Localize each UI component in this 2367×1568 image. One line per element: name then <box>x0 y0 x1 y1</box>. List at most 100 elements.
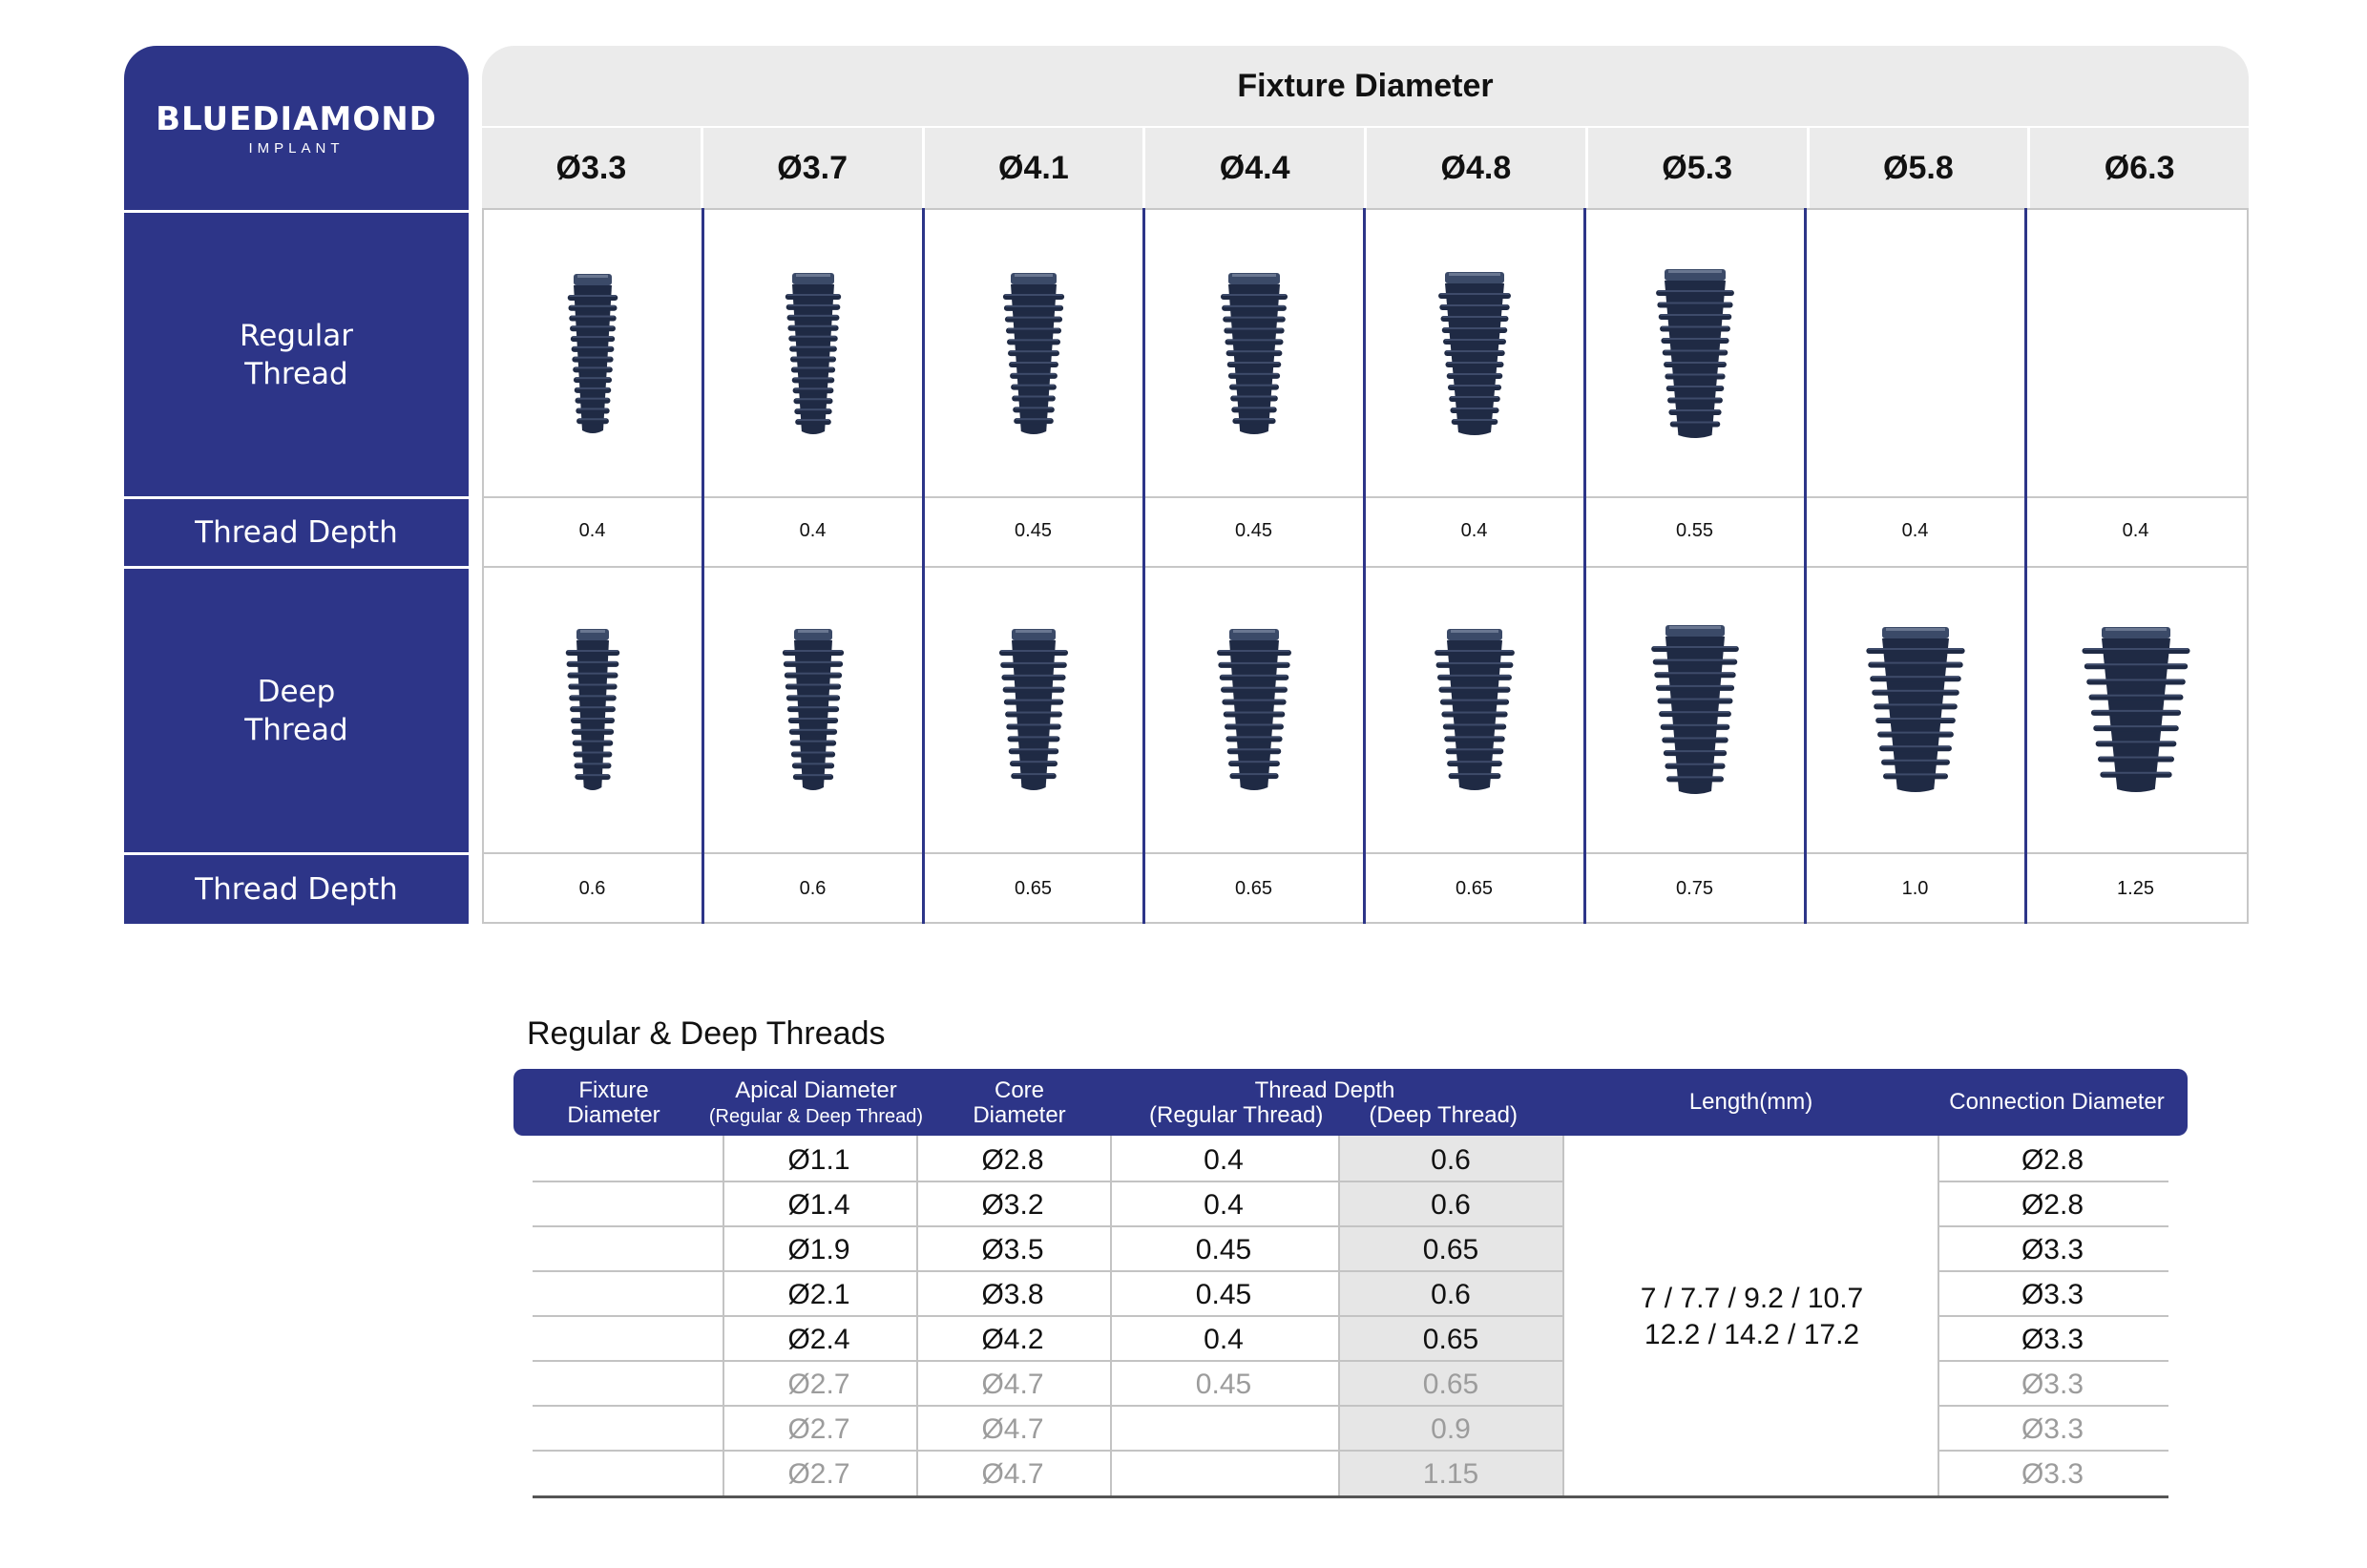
brand-sub: IMPLANT <box>248 139 345 157</box>
column-divider <box>1142 208 1145 924</box>
row-divider <box>533 1315 1564 1317</box>
length-values: 7 / 7.7 / 9.2 / 10.7 12.2 / 14.2 / 17.2 <box>1564 1281 1939 1353</box>
regular-thread-implant-image <box>1435 272 1514 443</box>
column-divider <box>702 208 704 924</box>
row-divider <box>1938 1360 2168 1362</box>
table-row: Ø2.7 Ø4.7 0.45 0.65 Ø3.3 <box>533 1362 2168 1407</box>
deep-thread-implant-image <box>1432 629 1518 798</box>
deep-thread-implant-image <box>1648 625 1742 802</box>
apical-cell: Ø2.7 <box>787 1368 850 1400</box>
column-divider <box>2024 208 2027 924</box>
fixture-diameter-header: Fixture Diameter <box>482 46 2249 126</box>
regular-cell <box>1111 1407 1336 1452</box>
core-cell: Ø2.8 <box>981 1143 1044 1176</box>
column-rule <box>1562 1136 1564 1496</box>
table-row: Ø2.1 Ø3.8 0.45 0.6 Ø3.3 <box>533 1272 2168 1317</box>
column-rule <box>1938 1136 1939 1496</box>
length-line-1: 7 / 7.7 / 9.2 / 10.7 <box>1640 1283 1864 1314</box>
regular-thread-depth-value: 0.4 <box>799 520 827 541</box>
row-label-regular-thread: Regular Thread <box>124 213 469 496</box>
deep-thread-implant-image <box>1214 629 1294 798</box>
deep-thread-depth-value: 0.65 <box>1015 878 1052 899</box>
apical-cell: Ø2.7 <box>787 1412 850 1445</box>
core-cell: Ø4.7 <box>981 1368 1044 1400</box>
column-rule <box>1110 1136 1112 1496</box>
core-cell: Ø3.8 <box>981 1278 1044 1310</box>
regular-thread-implant-image <box>1653 269 1737 446</box>
row-divider <box>1938 1405 2168 1407</box>
regular-thread-depth-value: 0.45 <box>1235 520 1272 541</box>
regular-cell: 0.4 <box>1204 1188 1244 1221</box>
table-row: Ø2.4 Ø4.2 0.4 0.65 Ø3.3 <box>533 1317 2168 1362</box>
header-regular-thread: (Regular Thread) <box>1149 1102 1324 1128</box>
regular-thread-implant-image <box>1218 273 1290 442</box>
connection-cell: Ø3.3 <box>2021 1412 2084 1445</box>
deep-cell: 0.6 <box>1431 1278 1471 1310</box>
core-cell: Ø3.2 <box>981 1188 1044 1221</box>
regular-thread-implant-image <box>565 274 620 441</box>
regular-thread-implant-image <box>1000 273 1067 442</box>
table-row: Ø2.7 Ø4.7 0.9 Ø3.3 <box>533 1407 2168 1452</box>
core-cell: Ø4.7 <box>981 1457 1044 1490</box>
row-divider <box>1938 1270 2168 1272</box>
apical-cell: Ø1.4 <box>787 1188 850 1221</box>
header-core-diameter: Core Diameter <box>973 1077 1066 1128</box>
deep-cell: 0.9 <box>1431 1412 1471 1445</box>
column-rule <box>723 1136 724 1496</box>
row-divider <box>1938 1450 2168 1452</box>
connection-cell: Ø2.8 <box>2021 1188 2084 1221</box>
table-row: Ø2.7 Ø4.7 1.15 Ø3.3 <box>533 1452 2168 1496</box>
deep-cell: 1.15 <box>1422 1457 1479 1490</box>
column-divider <box>1583 208 1586 924</box>
connection-cell: Ø3.3 <box>2021 1368 2084 1400</box>
apical-cell: Ø2.7 <box>787 1457 850 1490</box>
regular-thread-depth-value: 0.4 <box>578 520 606 541</box>
regular-thread-depth-value: 0.55 <box>1676 520 1713 541</box>
brand-name: BLUEDIAMOND <box>156 99 437 138</box>
regular-cell: 0.45 <box>1195 1368 1252 1400</box>
table-bottom-rule <box>533 1495 2168 1498</box>
deep-cell: 0.6 <box>1431 1143 1471 1176</box>
column-rule <box>1338 1136 1340 1496</box>
deep-thread-depth-value: 0.65 <box>1235 878 1272 899</box>
row-divider <box>533 1405 1564 1407</box>
header-apical-sub: (Regular & Deep Thread) <box>708 1106 924 1127</box>
connection-cell: Ø3.3 <box>2021 1323 2084 1355</box>
header-connection-diameter: Connection Diameter <box>1949 1089 2165 1115</box>
regular-thread-depth-value: 0.4 <box>1901 520 1929 541</box>
header-deep-thread: (Deep Thread) <box>1369 1102 1518 1128</box>
core-cell: Ø4.2 <box>981 1323 1044 1355</box>
regular-cell: 0.4 <box>1204 1143 1244 1176</box>
connection-cell: Ø2.8 <box>2021 1143 2084 1176</box>
core-cell: Ø4.7 <box>981 1412 1044 1445</box>
row-label-thread-depth-deep: Thread Depth <box>124 855 469 924</box>
column-divider <box>1363 208 1366 924</box>
header-fixture-diameter: Fixture Diameter <box>567 1077 660 1128</box>
row-divider <box>533 1360 1564 1362</box>
deep-thread-implant-image <box>780 629 847 798</box>
diameter-header-cell: Ø4.8 <box>1367 128 1585 208</box>
row-divider <box>533 1225 1564 1227</box>
diameter-header-cell: Ø5.8 <box>1809 128 2028 208</box>
row-divider <box>533 1270 1564 1272</box>
regular-cell: 0.4 <box>1204 1323 1244 1355</box>
deep-thread-depth-value: 0.75 <box>1676 878 1713 899</box>
table-row: Ø1.4 Ø3.2 0.4 0.6 Ø2.8 <box>533 1182 2168 1227</box>
apical-cell: Ø1.9 <box>787 1233 850 1265</box>
deep-cell: 0.6 <box>1431 1188 1471 1221</box>
regular-thread-depth-value: 0.4 <box>1460 520 1488 541</box>
deep-cell: 0.65 <box>1422 1368 1479 1400</box>
connection-cell: Ø3.3 <box>2021 1278 2084 1310</box>
row-label-thread-depth-regular: Thread Depth <box>124 499 469 566</box>
diameter-header-cell: Ø4.1 <box>924 128 1143 208</box>
header-thread-depth-label: Thread Depth <box>1254 1077 1395 1103</box>
deep-thread-implant-image <box>1863 627 1968 800</box>
core-cell: Ø3.5 <box>981 1233 1044 1265</box>
deep-thread-depth-value: 1.25 <box>2117 878 2154 899</box>
row-divider <box>1938 1225 2168 1227</box>
deep-cell: 0.65 <box>1422 1323 1479 1355</box>
regular-thread-depth-value: 0.4 <box>2122 520 2149 541</box>
deep-thread-implant-image <box>563 629 622 798</box>
header-apical-label: Apical Diameter <box>735 1077 897 1103</box>
deep-cell: 0.65 <box>1422 1233 1479 1265</box>
